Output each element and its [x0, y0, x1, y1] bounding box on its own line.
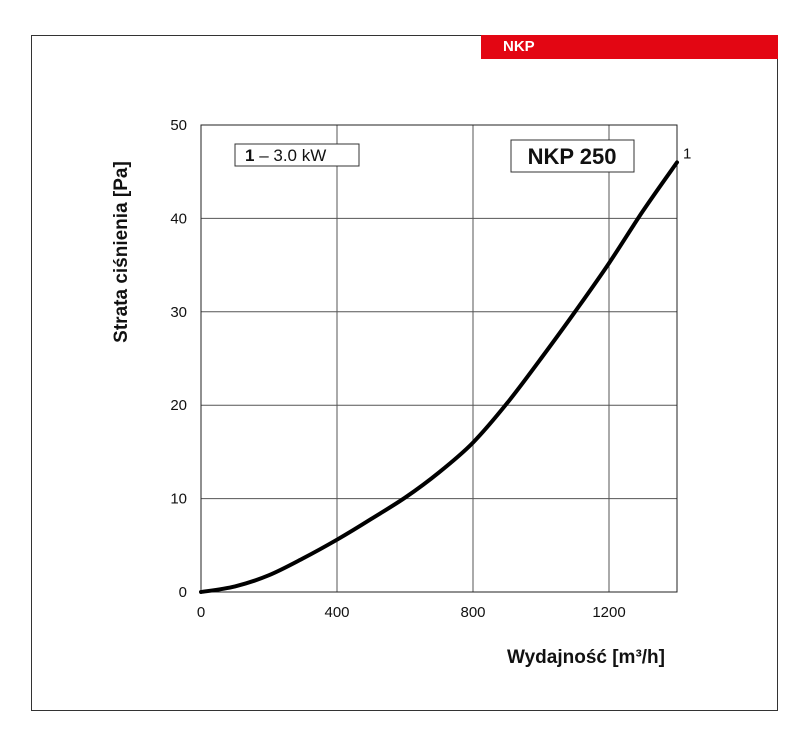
product-tab: NKP	[481, 35, 778, 59]
x-tick-labels: 0 400 800 1200	[197, 604, 626, 621]
legend-number: 1	[245, 146, 254, 165]
y-tick-label: 40	[170, 210, 187, 227]
y-tick-label: 30	[170, 304, 187, 321]
x-tick-label: 0	[197, 604, 205, 621]
x-axis-label: Wydajność [m³/h]	[507, 647, 665, 668]
chart-title: NKP 250	[528, 144, 617, 169]
series-end-label: 1	[683, 145, 691, 162]
y-tick-label: 10	[170, 491, 187, 508]
y-tick-labels: 0 10 20 30 40 50	[170, 117, 187, 601]
legend-box: 1 – 3.0 kW	[234, 143, 360, 167]
x-tick-label: 1200	[592, 604, 625, 621]
y-tick-label: 50	[170, 117, 187, 134]
x-tick-label: 400	[324, 604, 349, 621]
legend-text: – 3.0 kW	[254, 146, 326, 165]
svg-text:1 – 3.0 kW: 1 – 3.0 kW	[245, 146, 326, 165]
series-line-1	[199, 160, 679, 594]
x-tick-label: 800	[460, 604, 485, 621]
plot-border	[200, 124, 678, 593]
model-box: NKP 250	[510, 139, 635, 173]
y-axis-label: Strata ciśnienia [Pa]	[111, 161, 132, 343]
chart-frame	[31, 35, 778, 711]
y-tick-label: 20	[170, 397, 187, 414]
y-tick-label: 0	[179, 584, 187, 601]
grid-lines	[200, 124, 677, 593]
